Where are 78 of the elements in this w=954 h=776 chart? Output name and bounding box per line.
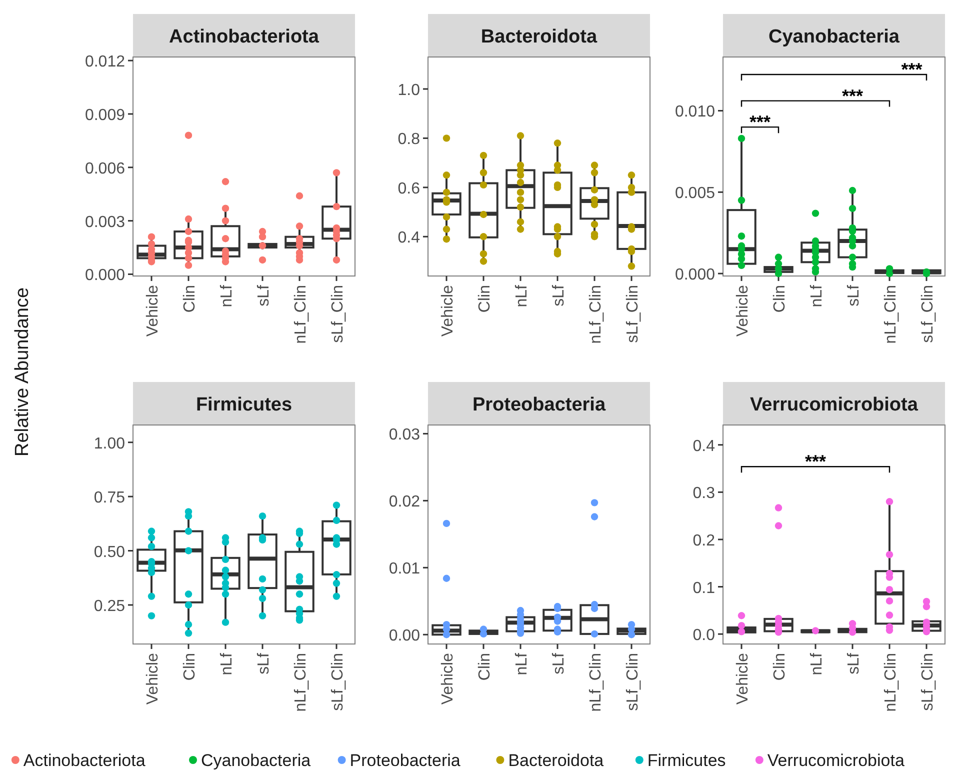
x-tick-label: Clin [772,285,788,313]
y-tick-label: 0.2 [692,532,716,550]
chart-title: Actinobacteriota [169,26,320,48]
chart-title: Proteobacteria [472,394,606,416]
x-tick-label: Vehicle [144,652,162,705]
y-tick-label: 0.0 [692,627,716,644]
chart-title: Firmicutes [196,394,292,416]
annotation: *** [749,112,771,132]
y-tick-label: 0.3 [692,485,716,502]
y-tick-label: 0.005 [674,185,716,202]
x-tick-label: nLf_Clin [292,285,310,344]
legend-label: Actinobacteriota [23,751,146,770]
y-tick-label: 0.000 [84,267,126,284]
x-tick-label: sLf_Clin [330,653,346,711]
x-tick-label: nLf [218,652,236,676]
x-tick-label: nLf_Clin [882,653,900,712]
x-tick-label: sLf [846,652,862,674]
y-tick-label: 0.4 [398,230,420,247]
y-tick-label: 0.4 [692,438,716,455]
y-tick-label: 0.02 [388,494,420,511]
annotation: *** [901,60,922,80]
chart-title: Bacteroidota [480,26,598,48]
y-tick-label: 0.003 [84,214,126,231]
x-tick-label: sLf_Clin [920,285,936,343]
x-tick-label: sLf [256,652,272,674]
legend-label: Verrucomicrobiota [767,751,905,770]
x-tick-label: nLf [808,284,826,308]
annotation: *** [842,86,864,106]
y-tick-label: 0.006 [84,160,126,178]
x-tick-label: sLf_Clin [624,285,642,343]
y-tick-label: 0.50 [94,544,126,561]
x-tick-label: nLf_Clin [882,285,900,344]
x-tick-label: nLf_Clin [292,653,310,712]
x-tick-label: nLf_Clin [588,285,604,344]
annotation: *** [804,452,826,472]
x-tick-label: Clin [772,653,788,681]
x-tick-label: sLf_Clin [330,285,346,343]
chart-title: Cyanobacteria [768,26,900,48]
y-tick-label: 0.25 [94,598,126,615]
x-tick-label: sLf [550,652,568,674]
y-tick-label: 0.012 [84,54,126,71]
legend-label: Firmicutes [647,751,726,770]
legend-label: Cyanobacteria [201,751,312,770]
x-tick-label: Vehicle [734,284,752,337]
y-tick-label: 0.8 [398,131,420,148]
x-tick-label: Clin [476,285,494,313]
x-tick-label: sLf_Clin [920,653,936,711]
x-tick-label: nLf [808,652,826,676]
y-tick-label: 0.00 [388,628,420,645]
x-tick-label: Clin [182,285,198,313]
x-tick-label: Clin [476,653,494,681]
x-tick-label: Vehicle [144,284,162,337]
x-tick-label: nLf [218,284,236,308]
legend-label: Bacteroidota [508,751,604,770]
x-tick-label: sLf [550,284,568,306]
x-tick-label: nLf [514,284,530,308]
y-tick-label: 0.01 [388,560,420,578]
y-tick-label: 1.00 [94,435,126,452]
x-tick-label: sLf [256,284,272,306]
x-tick-label: Clin [182,653,198,681]
x-tick-label: nLf_Clin [588,653,604,712]
x-tick-label: Vehicle [734,652,752,705]
y-tick-label: 0.03 [388,426,420,444]
y-tick-label: 0.009 [84,106,126,124]
x-tick-label: sLf_Clin [624,653,642,711]
y-axis-title: Relative Abundance [12,287,33,457]
chart-title: Verrucomicrobiota [750,394,918,416]
x-tick-label: Vehicle [440,284,456,337]
x-tick-label: nLf [514,652,530,676]
y-tick-label: 0.75 [94,490,126,507]
y-tick-label: 1.0 [398,82,420,99]
y-tick-label: 0.6 [398,180,420,198]
legend-label: Proteobacteria [350,751,461,770]
x-tick-label: Vehicle [440,652,456,705]
x-tick-label: sLf [846,284,862,306]
y-tick-label: 0.000 [674,266,716,284]
y-tick-label: 0.1 [692,580,716,597]
y-tick-label: 0.010 [674,104,716,121]
